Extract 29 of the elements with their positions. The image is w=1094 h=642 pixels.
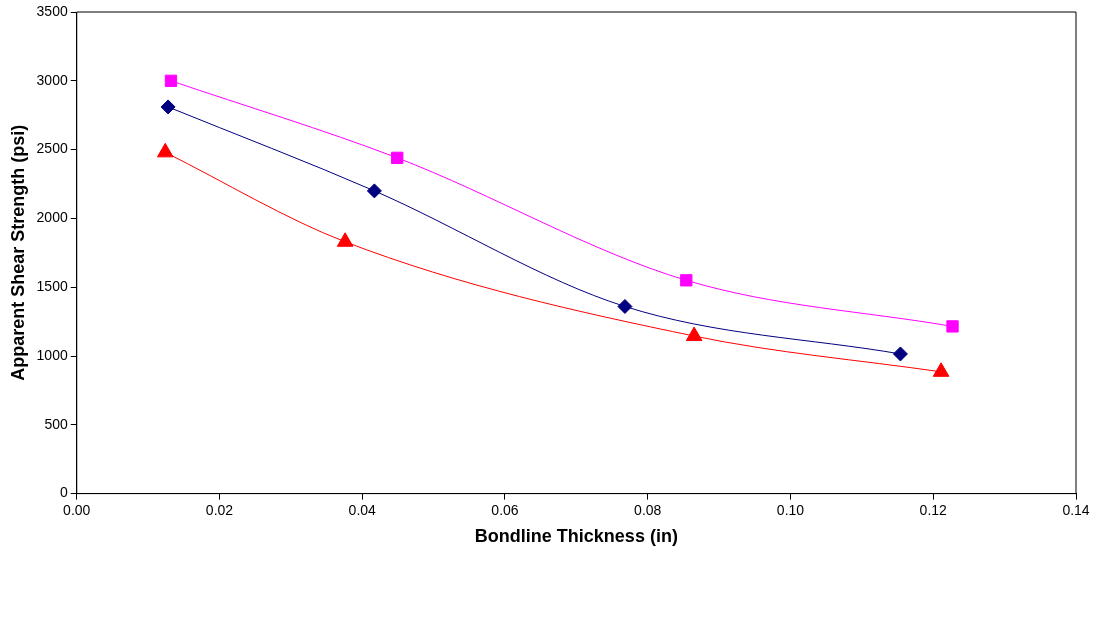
point — [946, 320, 959, 333]
point — [617, 298, 633, 314]
y-tick-label: 3000 — [36, 71, 68, 88]
point — [366, 183, 382, 199]
y-tick-label: 500 — [44, 415, 68, 432]
x-tick-label: 0.02 — [205, 501, 234, 518]
point — [932, 362, 950, 377]
y-tick-label: 1500 — [36, 278, 68, 295]
x-tick-label: 0.12 — [919, 501, 948, 518]
x-tick-label: 0.14 — [1062, 501, 1090, 518]
point — [336, 232, 354, 247]
y-tick-label: 2500 — [36, 140, 68, 157]
x-tick-label: 0.04 — [348, 501, 377, 518]
point — [680, 274, 693, 287]
x-tick-label: 0.10 — [776, 501, 805, 518]
y-tick-label: 1000 — [36, 346, 68, 363]
point — [160, 99, 176, 115]
x-axis-title: Bondline Thickness (in) — [474, 526, 678, 547]
point — [892, 346, 908, 362]
y-tick-label: 2000 — [36, 209, 68, 226]
y-tick-label: 0 — [59, 484, 68, 501]
x-tick-label: 0.08 — [634, 501, 662, 518]
x-tick-label: 0.00 — [63, 501, 91, 518]
y-axis-title: Apparent Shear Strength (psi) — [7, 124, 28, 381]
point — [685, 326, 703, 342]
point — [164, 74, 178, 87]
y-tick-label: 3500 — [36, 2, 68, 19]
x-tick-label: 0.06 — [491, 501, 519, 518]
point — [391, 151, 404, 165]
